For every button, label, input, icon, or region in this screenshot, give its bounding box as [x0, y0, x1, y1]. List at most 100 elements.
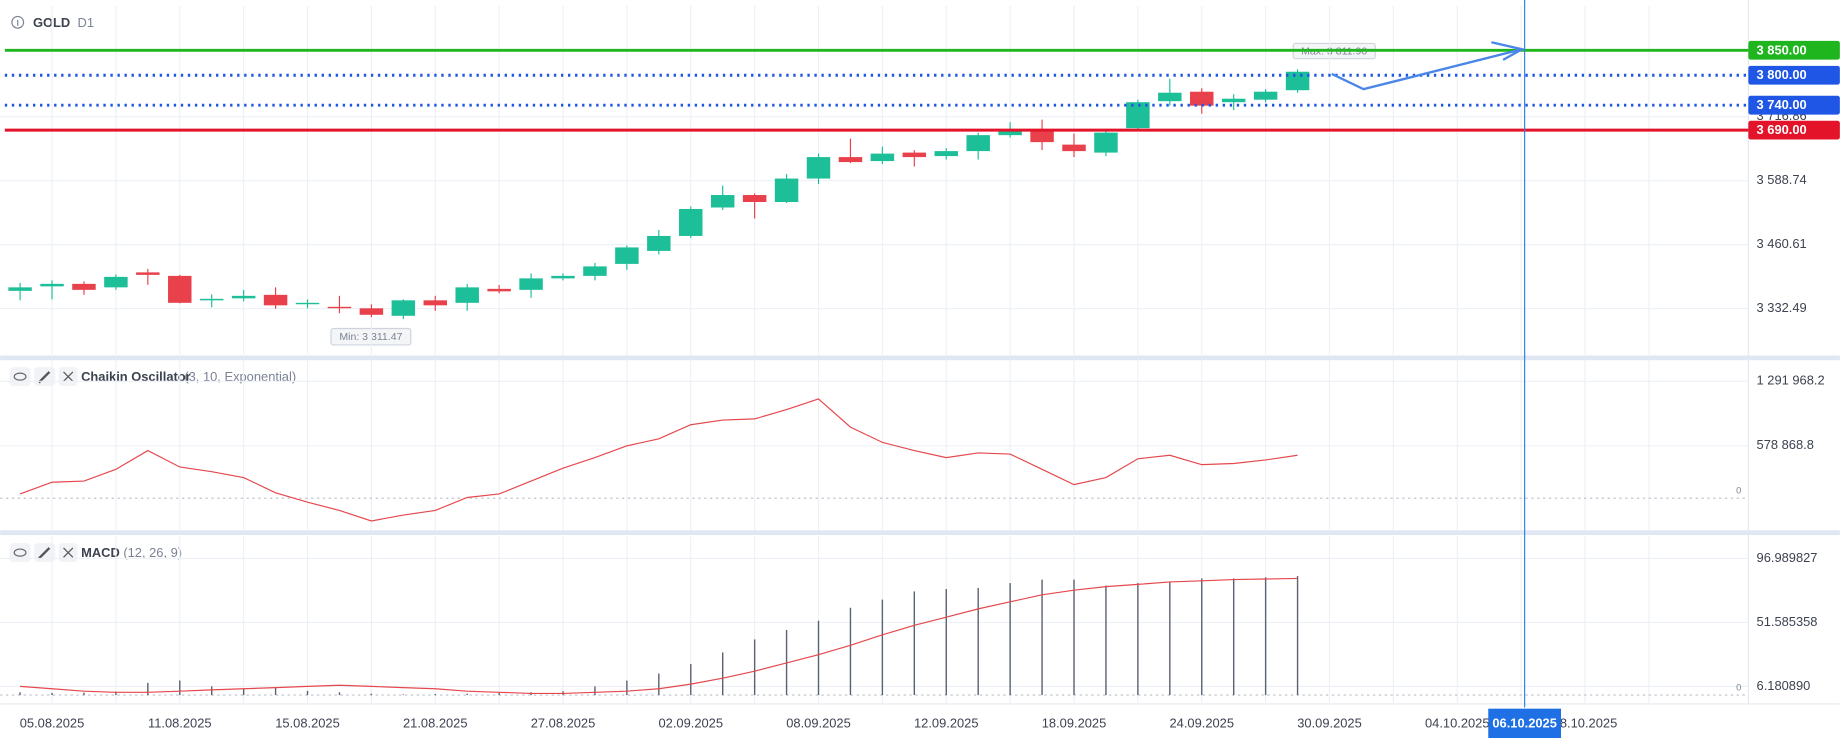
level-badge	[1748, 40, 1840, 60]
level-label: 3 740.00	[1757, 97, 1807, 112]
histogram-bar	[1232, 578, 1235, 696]
candle-body	[679, 208, 703, 236]
histogram-bar	[1169, 581, 1171, 696]
histogram-bar	[19, 692, 21, 696]
x-tick-label: 27.08.2025	[531, 715, 596, 730]
candle-body	[870, 153, 895, 162]
x-tick-label: 15.08.2025	[275, 715, 340, 730]
histogram-bar	[179, 680, 181, 696]
x-tick-label: 12.09.2025	[914, 715, 979, 730]
eye-button[interactable]	[9, 367, 31, 387]
candle-body	[934, 151, 958, 157]
histogram-bar	[147, 682, 149, 696]
histogram-bar	[402, 694, 405, 696]
y-tick-label: 3 588.74	[1757, 172, 1807, 187]
close-icon	[63, 371, 74, 382]
histogram-bar	[242, 688, 245, 696]
candle-body	[998, 130, 1022, 136]
x-tick-label: 08.10.2025	[1553, 715, 1618, 730]
y-tick-label: 0	[1736, 486, 1741, 496]
crosshair-label: 06.10.2025	[1492, 715, 1557, 730]
x-tick-label: 04.10.2025	[1425, 715, 1490, 730]
histogram-bar	[753, 639, 756, 696]
candle-body	[168, 275, 192, 303]
wrench-icon	[38, 547, 51, 560]
candle-body	[710, 195, 735, 208]
info-icon[interactable]	[11, 15, 25, 29]
indicator-title: MACD	[81, 545, 120, 560]
level-badge	[1748, 120, 1840, 140]
histogram-bar	[817, 620, 820, 696]
histogram-bar	[849, 607, 852, 696]
crosshair-badge	[1488, 708, 1562, 738]
trend-arrowhead	[1491, 41, 1526, 61]
histogram-bar	[658, 673, 660, 696]
histogram-bar	[913, 591, 916, 696]
y-tick-label: 96.989827	[1757, 550, 1818, 565]
candle-body	[327, 306, 352, 309]
histogram-bar	[83, 692, 85, 696]
indicator-title: Chaikin Oscillator	[81, 369, 191, 384]
histogram-bar	[1296, 576, 1299, 696]
candle-body	[1285, 71, 1310, 91]
candle-body	[647, 235, 671, 251]
close-icon	[63, 547, 74, 558]
candle-body	[1158, 92, 1182, 102]
eye-button[interactable]	[9, 543, 31, 563]
histogram-bar	[306, 690, 309, 696]
y-tick-label: 3 460.61	[1757, 236, 1807, 251]
candle-body	[966, 135, 990, 152]
candle-body	[231, 295, 256, 299]
candle-body	[423, 300, 447, 306]
candle-body	[742, 195, 767, 203]
candle-body	[455, 287, 479, 303]
histogram-bar	[690, 664, 692, 696]
candle-body	[40, 283, 64, 287]
histogram-bar	[51, 692, 53, 696]
histogram-bar	[721, 652, 724, 696]
histogram-bar	[211, 686, 213, 696]
candle-body	[806, 157, 831, 179]
trend-arrow	[1331, 48, 1523, 91]
y-tick-label: 3 332.49	[1757, 300, 1807, 315]
candle-body	[1062, 144, 1086, 152]
eye-icon	[13, 548, 27, 557]
candle-body	[902, 152, 927, 158]
histogram-bar	[338, 692, 341, 696]
histogram-bar	[466, 693, 468, 696]
level-label: 3 690.00	[1757, 122, 1807, 137]
x-tick-label: 24.09.2025	[1169, 715, 1234, 730]
histogram-bar	[434, 693, 436, 696]
x-tick-label: 02.09.2025	[658, 715, 723, 730]
panel-separator	[0, 355, 1840, 361]
candle-body	[519, 278, 543, 290]
candle-body	[136, 272, 160, 275]
candle-body	[1126, 102, 1150, 129]
indicator-line	[20, 577, 1298, 694]
histogram-bar	[626, 680, 628, 696]
timeframe[interactable]: D1	[78, 15, 94, 30]
level-badge	[1748, 65, 1840, 85]
candle-body	[263, 294, 288, 306]
candle-body	[359, 308, 384, 315]
candle-body	[1030, 130, 1054, 143]
histogram-bar	[498, 692, 500, 696]
level-label: 3 850.00	[1757, 42, 1807, 57]
candle-body	[838, 157, 863, 163]
y-tick-label: 6.180890	[1757, 678, 1811, 693]
indicator-header: MACD (12, 26, 9)	[9, 543, 182, 563]
candle-body	[199, 298, 224, 301]
histogram-bar	[1264, 577, 1267, 696]
candle-body	[391, 300, 416, 316]
histogram-bar	[945, 589, 947, 696]
y-tick-label: 578 868.8	[1757, 437, 1814, 452]
candle-body	[8, 287, 32, 291]
x-tick-label: 18.09.2025	[1042, 715, 1107, 730]
candle-body	[72, 283, 96, 290]
y-tick-label: 0	[1736, 683, 1741, 693]
histogram-bar	[977, 587, 979, 696]
symbol-header: GOLD D1	[11, 15, 94, 30]
